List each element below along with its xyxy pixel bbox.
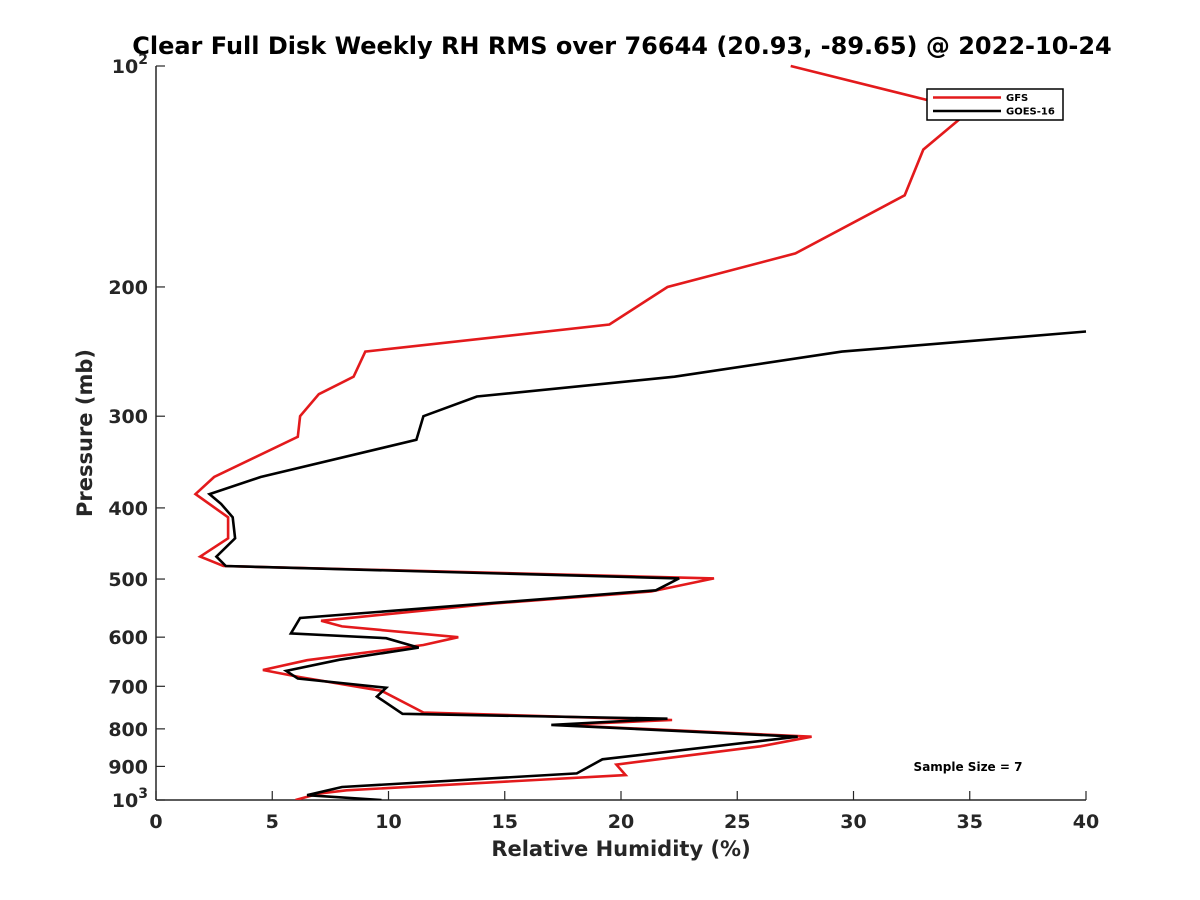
series-line-goes16 [206, 330, 1087, 800]
y-tick-base: 10 [112, 790, 138, 812]
chart-title: Clear Full Disk Weekly RH RMS over 76644… [132, 32, 1112, 60]
x-tick-label: 35 [957, 811, 983, 833]
x-tick-label: 10 [375, 811, 401, 833]
x-tick-label: 15 [492, 811, 518, 833]
y-tick-label: 200 [108, 277, 148, 299]
x-tick-label: 30 [840, 811, 866, 833]
legend-box [926, 88, 1064, 121]
x-tick-label: 20 [608, 811, 634, 833]
y-tick-label: 103 [112, 786, 148, 812]
sample-size-annotation: Sample Size = 7 [914, 760, 1023, 774]
y-tick-label: 300 [108, 406, 148, 428]
y-tick-label: 102 [112, 52, 148, 78]
x-axis-ticks: 0 5 10 15 20 25 30 35 40 [149, 791, 1099, 833]
x-tick-label: 5 [266, 811, 279, 833]
x-tick-label: 40 [1073, 811, 1099, 833]
series-layer [193, 64, 1087, 800]
y-tick-base: 10 [112, 56, 138, 78]
legend: GFS GOES-16 [926, 88, 1064, 121]
x-tick-label: 0 [149, 811, 162, 833]
y-tick-exponent: 3 [138, 786, 148, 802]
y-tick-label: 400 [108, 498, 148, 520]
x-tick-label: 25 [724, 811, 750, 833]
y-tick-label: 500 [108, 569, 148, 591]
y-tick-label: 800 [108, 719, 148, 741]
y-tick-label: 600 [108, 627, 148, 649]
y-tick-label: 900 [108, 756, 148, 778]
x-axis-label: Relative Humidity (%) [491, 837, 750, 861]
legend-label-goes16: GOES-16 [1006, 107, 1055, 118]
y-tick-label: 700 [108, 676, 148, 698]
y-axis-label: Pressure (mb) [73, 349, 97, 517]
plot-area: 0 5 10 15 20 25 30 35 40 10220030040050060070080… [108, 52, 1099, 833]
legend-label-gfs: GFS [1006, 93, 1028, 104]
y-tick-exponent: 2 [138, 52, 148, 68]
